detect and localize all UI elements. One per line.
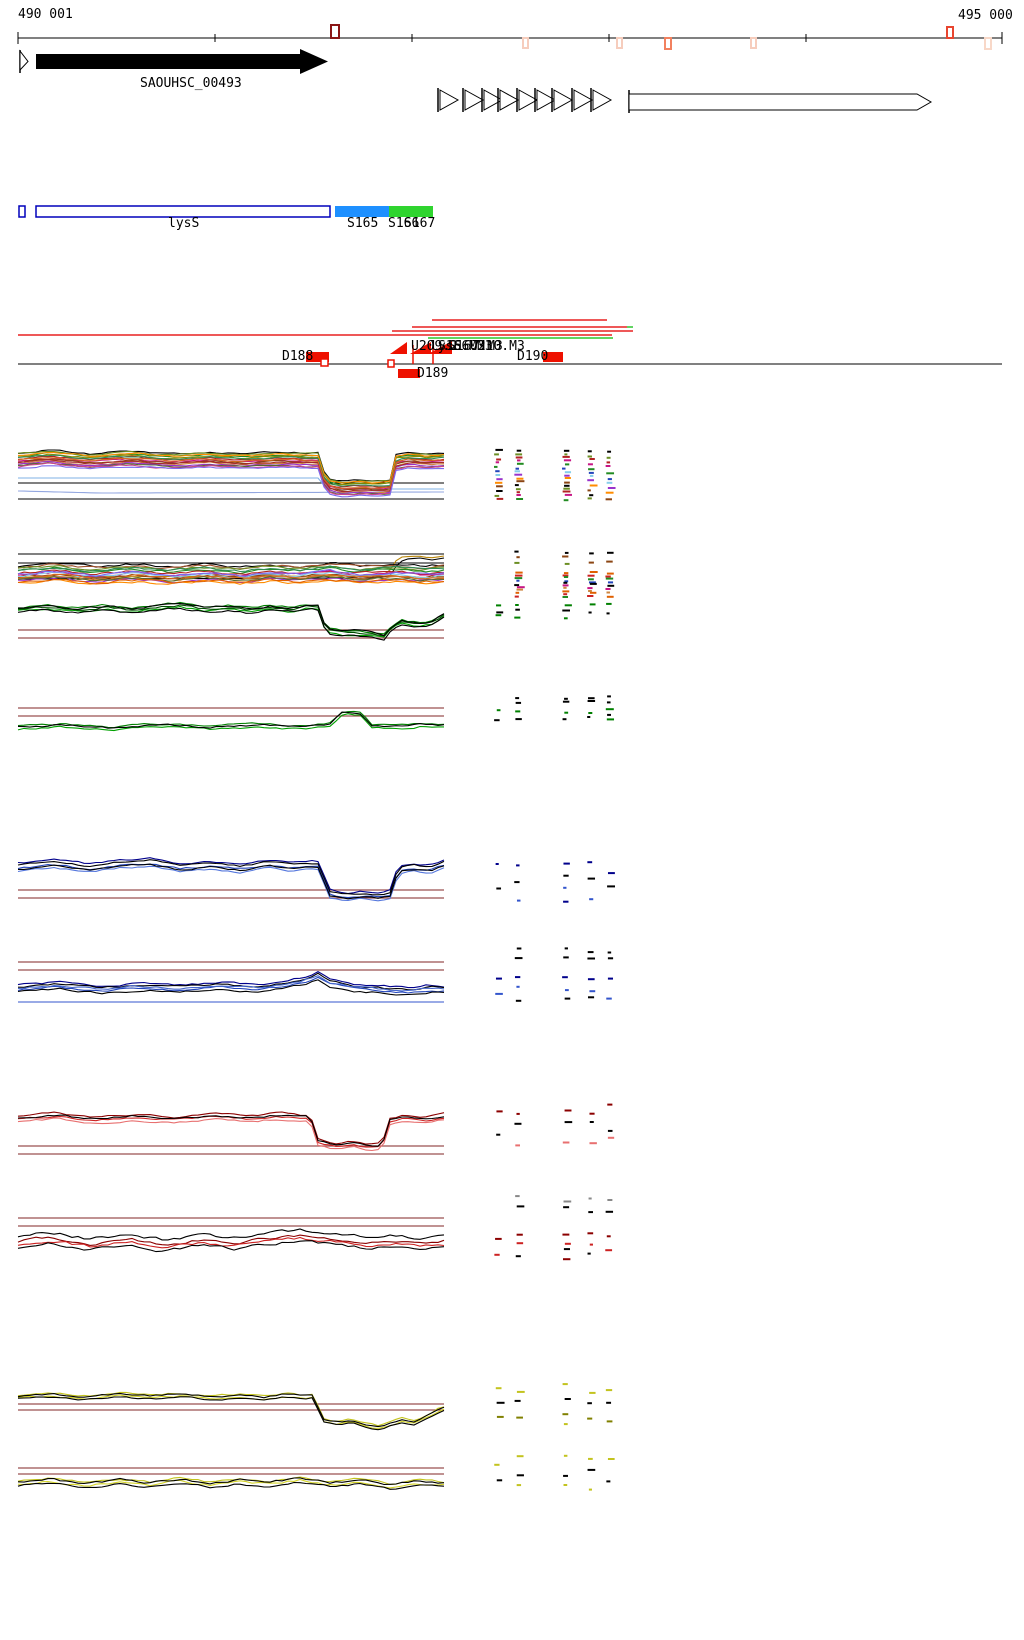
- coverage-track-multi-color-second[interactable]: [17, 550, 615, 598]
- triangle-gene-icon[interactable]: [439, 89, 460, 111]
- read-overlap-label: U209.2: [411, 339, 458, 354]
- triangle-gene-icon[interactable]: [553, 89, 574, 111]
- feature-box-lysS[interactable]: [35, 205, 331, 218]
- read-box[interactable]: [398, 369, 420, 378]
- gene-glyphs: [19, 49, 933, 113]
- ruler-mark: [616, 37, 623, 49]
- feature-track: [18, 205, 433, 218]
- read-overlap-label: S167.M3: [448, 339, 503, 354]
- cds-label: SAOUHSC_00493: [140, 76, 242, 91]
- open-arrow-icon[interactable]: [19, 49, 29, 72]
- coverage-track-blue-flat[interactable]: [17, 947, 614, 1003]
- big-open-arrow[interactable]: [628, 93, 933, 111]
- coverage-flag[interactable]: [410, 342, 431, 354]
- ruler-mark: [984, 37, 992, 50]
- ruler-mark: [330, 24, 340, 39]
- feature-label-lysS: lysS: [168, 216, 200, 231]
- coverage-track-blue-dip[interactable]: [17, 857, 616, 903]
- coverage-track-green-flat[interactable]: [17, 695, 615, 732]
- read-overlap-label: S166.M3: [438, 339, 493, 354]
- read-open-box[interactable]: [387, 359, 395, 368]
- coverage-track-multi-color-top[interactable]: [17, 448, 616, 502]
- ruler-start-label: 490 001: [18, 7, 73, 22]
- coverage-track-yellow-dip[interactable]: [17, 1383, 613, 1431]
- read-overlap-label: U210.M3: [470, 339, 525, 354]
- cds-arrow-body[interactable]: [36, 54, 300, 69]
- cds-arrow-head[interactable]: [300, 49, 328, 74]
- triangle-gene-icon[interactable]: [536, 89, 557, 111]
- ruler-mark: [522, 37, 529, 49]
- triangle-gene-icon[interactable]: [573, 89, 594, 111]
- read-label: D190: [517, 349, 549, 364]
- feature-box-s166-s167[interactable]: [389, 206, 433, 217]
- ruler-end-label: 495 000: [958, 8, 1013, 23]
- feature-box-s165[interactable]: [335, 206, 389, 217]
- read-box[interactable]: [306, 352, 329, 362]
- feature-label-s165: S165: [347, 216, 379, 231]
- coverage-flag[interactable]: [428, 341, 452, 354]
- feature-label-s166: S166: [388, 216, 420, 231]
- ruler-mark: [750, 37, 757, 49]
- triangle-gene-icon[interactable]: [592, 89, 613, 111]
- read-box[interactable]: [543, 352, 563, 362]
- read-label: D188: [282, 349, 314, 364]
- triangle-gene-icon[interactable]: [499, 89, 520, 111]
- read-label: D189: [417, 366, 449, 381]
- triangle-gene-icon[interactable]: [518, 89, 539, 111]
- coverage-track-red-flat[interactable]: [17, 1195, 614, 1261]
- read-overlap-label: lysS.M3: [430, 339, 485, 354]
- coverage-track-green-dip[interactable]: [17, 601, 612, 641]
- triangle-gene-icon[interactable]: [464, 89, 485, 111]
- feature-label-s167: S167: [404, 216, 436, 231]
- ruler[interactable]: [17, 24, 1003, 50]
- coverage-track-yellow-flat[interactable]: [17, 1454, 615, 1491]
- feature-box-small[interactable]: [18, 205, 26, 218]
- ruler-mark: [664, 37, 672, 50]
- reads-block: [18, 319, 1002, 378]
- coverage-flag[interactable]: [390, 342, 407, 354]
- ruler-mark: [946, 26, 954, 39]
- read-open-box[interactable]: [320, 358, 329, 367]
- coverage-track-red-dip[interactable]: [17, 1103, 615, 1155]
- triangle-gene-icon[interactable]: [483, 89, 504, 111]
